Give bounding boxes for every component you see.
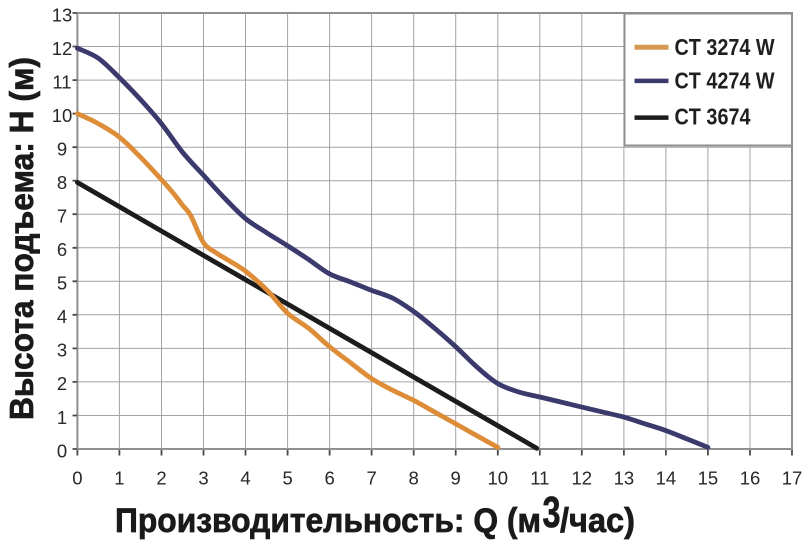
svg-text:Высота подъема: Н (м): Высота подъема: Н (м) <box>3 57 40 420</box>
svg-text:7: 7 <box>57 206 67 227</box>
svg-text:9: 9 <box>57 139 67 160</box>
svg-text:2: 2 <box>57 373 67 394</box>
svg-text:/час): /час) <box>560 502 635 540</box>
svg-text:13: 13 <box>614 468 635 489</box>
svg-text:6: 6 <box>324 468 334 489</box>
svg-text:5: 5 <box>57 273 67 294</box>
svg-text:8: 8 <box>409 468 419 489</box>
svg-text:9: 9 <box>451 468 461 489</box>
svg-text:Производительность: Q (м: Производительность: Q (м <box>115 502 541 540</box>
svg-text:8: 8 <box>57 172 67 193</box>
svg-text:10: 10 <box>488 468 509 489</box>
svg-text:13: 13 <box>52 4 73 25</box>
svg-text:11: 11 <box>52 71 71 92</box>
svg-text:17: 17 <box>782 468 803 489</box>
svg-text:1: 1 <box>57 407 67 428</box>
svg-text:CT 4274 W: CT 4274 W <box>675 68 775 94</box>
svg-text:1: 1 <box>114 468 124 489</box>
svg-text:3: 3 <box>198 468 208 489</box>
svg-text:4: 4 <box>240 468 250 489</box>
svg-text:3: 3 <box>57 340 67 361</box>
svg-text:3: 3 <box>543 488 561 537</box>
svg-text:12: 12 <box>52 38 73 59</box>
svg-text:0: 0 <box>72 468 82 489</box>
svg-text:11: 11 <box>530 468 549 489</box>
svg-text:2: 2 <box>156 468 166 489</box>
svg-text:14: 14 <box>656 468 677 489</box>
svg-text:10: 10 <box>52 105 73 126</box>
svg-text:CT 3674: CT 3674 <box>675 104 751 130</box>
svg-text:CT 3274 W: CT 3274 W <box>675 34 775 60</box>
svg-text:15: 15 <box>698 468 719 489</box>
svg-text:0: 0 <box>57 440 67 461</box>
svg-text:5: 5 <box>282 468 292 489</box>
svg-text:16: 16 <box>740 468 761 489</box>
svg-text:6: 6 <box>57 239 67 260</box>
svg-text:12: 12 <box>572 468 593 489</box>
svg-text:4: 4 <box>57 306 67 327</box>
svg-text:7: 7 <box>366 468 376 489</box>
